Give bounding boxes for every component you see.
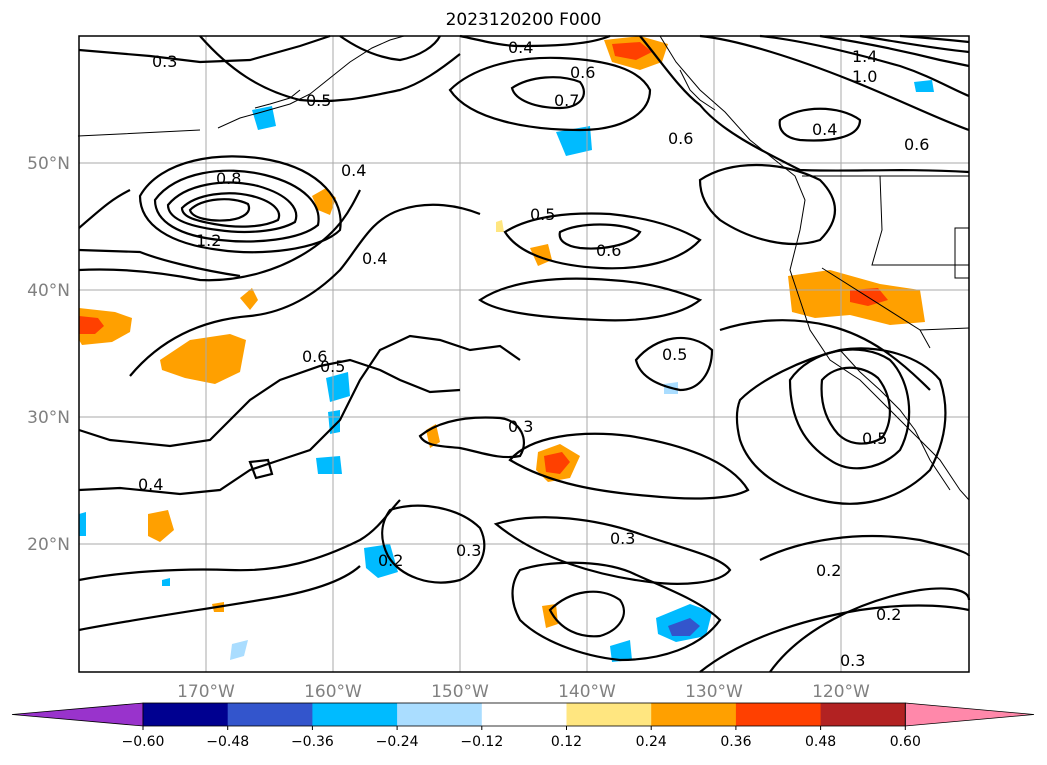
contour-label: 0.2	[816, 561, 841, 580]
colorbar-extend-low	[11, 702, 144, 727]
contour-label: 0.6	[904, 135, 929, 154]
contour-label: 0.6	[570, 63, 595, 82]
longitude-label: 160°W	[304, 682, 362, 702]
colorbar-segment	[312, 703, 398, 726]
longitude-label: 130°W	[685, 682, 743, 702]
contour-label: 0.5	[306, 91, 331, 110]
contour-label: 0.6	[668, 129, 693, 148]
latitude-label: 40°N	[27, 281, 70, 301]
contour-label: 0.5	[530, 205, 555, 224]
shaded-anomaly-patches	[79, 36, 934, 662]
contour-label: 0.6	[302, 347, 327, 366]
latitude-label: 50°N	[27, 154, 70, 174]
contour-label: 1.0	[852, 67, 877, 86]
contour-label: 0.4	[341, 161, 366, 180]
longitude-label: 140°W	[558, 682, 616, 702]
colorbar-tick-label: 0.60	[890, 734, 921, 750]
colorbar-segment	[820, 703, 906, 726]
colorbar-segment	[227, 703, 313, 726]
contour-label: 1.4	[852, 47, 877, 66]
colorbar-tick-label: 0.48	[805, 734, 836, 750]
contour-label: 0.2	[378, 551, 403, 570]
colorbar-tick-label: 0.12	[551, 734, 582, 750]
map-title: 2023120200 F000	[445, 10, 602, 30]
coastlines	[77, 35, 970, 501]
colorbar-tick-label: −0.24	[376, 734, 419, 750]
colorbar-outline	[142, 702, 906, 727]
colorbar-tick-label: −0.60	[122, 734, 165, 750]
colorbar-segment	[397, 703, 483, 726]
longitude-axis: 170°W 160°W 150°W 140°W 130°W 120°W	[177, 682, 870, 702]
colorbar-segment	[566, 703, 652, 726]
contour-label: 0.3	[508, 417, 533, 436]
colorbar-segment	[481, 703, 567, 726]
contour-label: 0.6	[596, 241, 621, 260]
contour-label: 0.4	[138, 475, 163, 494]
contour-label: 0.5	[862, 429, 887, 448]
contour-label: 0.3	[610, 529, 635, 548]
colorbar-extend-high	[904, 702, 1035, 727]
contour-label: 0.4	[812, 120, 837, 139]
contour-label: 0.5	[320, 357, 345, 376]
longitude-label: 150°W	[431, 682, 489, 702]
colorbar-tick-label: −0.12	[460, 734, 503, 750]
latitude-label: 30°N	[27, 408, 70, 428]
contour-label: 0.5	[662, 345, 687, 364]
contour-label: 0.3	[456, 541, 481, 560]
contour-lines	[78, 34, 971, 673]
contour-label: 0.7	[554, 91, 579, 110]
colorbar-tick-label: −0.48	[206, 734, 249, 750]
colorbar-segment	[735, 703, 822, 726]
colorbar-segment	[143, 703, 229, 726]
contour-label: 0.3	[840, 651, 865, 670]
colorbar-tick-label: 0.36	[720, 734, 751, 750]
colorbar: −0.60 −0.48 −0.36 −0.24 −0.12 0.12 0.24 0.36 0.4…	[11, 702, 1035, 750]
contour-label-group: 0.3 0.4 0.6 0.7 0.6 1.4 1.0 0.4 0.6 0.8 …	[138, 38, 929, 670]
map-frame	[78, 35, 970, 673]
contour-label: 0.8	[216, 169, 241, 188]
contour-label: 1.2	[196, 231, 221, 250]
contour-label: 0.4	[362, 249, 387, 268]
colorbar-tick-label: 0.24	[636, 734, 667, 750]
latitude-axis: 50°N 40°N 30°N 20°N	[27, 154, 70, 555]
contour-label: 0.3	[152, 52, 177, 71]
longitude-label: 170°W	[177, 682, 235, 702]
contour-label: 0.4	[508, 38, 533, 57]
contour-label: 0.2	[876, 605, 901, 624]
latitude-label: 20°N	[27, 535, 70, 555]
colorbar-tick-label: −0.36	[291, 734, 334, 750]
colorbar-segment	[651, 703, 737, 726]
longitude-label: 120°W	[812, 682, 870, 702]
